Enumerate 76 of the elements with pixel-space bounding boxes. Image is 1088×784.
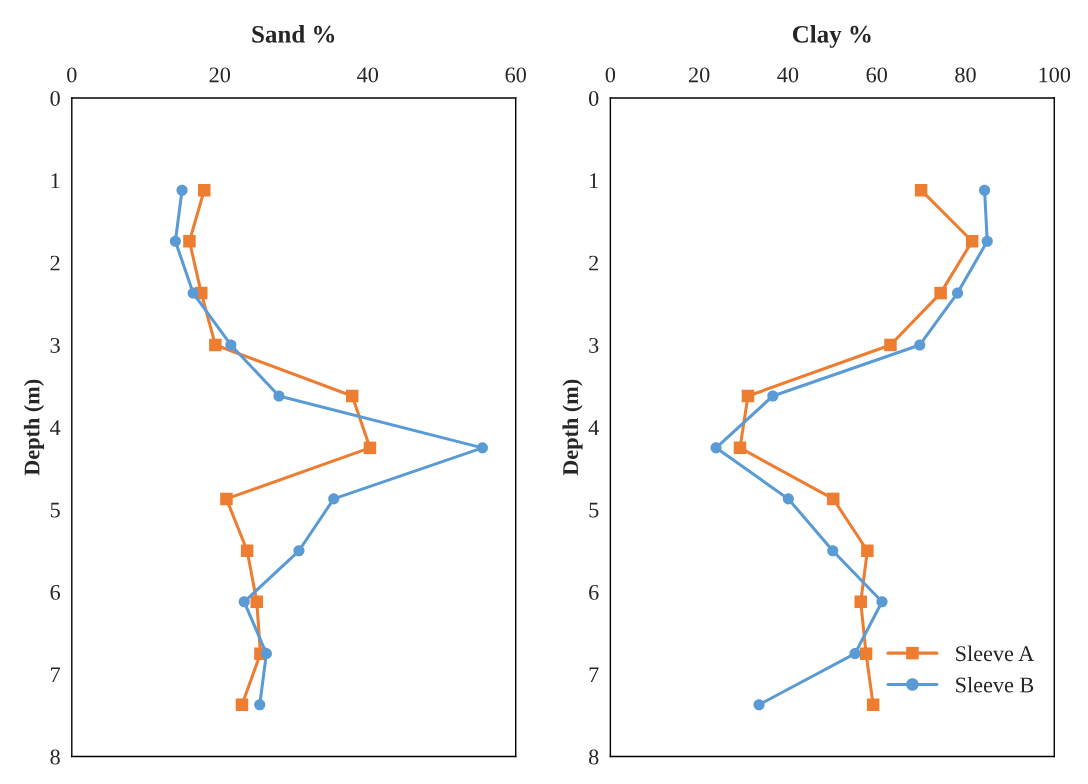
point: [884, 338, 897, 352]
y-tick-label: 3: [50, 337, 60, 353]
point: [187, 287, 199, 299]
y-tick-label: 5: [50, 502, 60, 518]
point: [876, 596, 888, 608]
point: [176, 184, 188, 196]
point: [235, 698, 249, 711]
x-tick-label: 80: [955, 67, 976, 83]
point: [861, 544, 874, 558]
y-tick-label: 2: [50, 255, 60, 271]
point: [240, 544, 254, 558]
point: [914, 183, 928, 197]
point: [273, 390, 285, 402]
y-tick-label: 6: [50, 584, 61, 600]
y-tick-label: 2: [589, 255, 599, 271]
point: [741, 389, 755, 403]
y-tick-label: 4: [588, 420, 599, 435]
y-tick-label: 0: [50, 90, 60, 106]
point: [328, 493, 340, 505]
point: [197, 183, 211, 197]
y-tick-label: 4: [50, 420, 61, 435]
point: [782, 493, 794, 505]
y-tick-label: 3: [589, 337, 599, 353]
point: [733, 441, 747, 455]
legend-label: Sleeve B: [956, 676, 1034, 693]
point: [753, 699, 765, 711]
point: [363, 441, 377, 455]
point: [934, 286, 947, 300]
point: [293, 545, 305, 557]
point: [965, 234, 979, 248]
x-tick-label: 40: [357, 67, 379, 83]
point: [225, 339, 237, 351]
point: [345, 389, 359, 403]
point: [951, 287, 964, 299]
y-tick-label: 8: [50, 749, 60, 765]
y-axis-title: Depth (m): [562, 379, 583, 476]
x-tick-label: 20: [689, 67, 710, 83]
y-tick-label: 5: [589, 502, 599, 518]
x-tick-label: 60: [505, 67, 526, 83]
point: [710, 442, 722, 454]
y-tick-label: 7: [51, 667, 61, 682]
point: [767, 390, 779, 402]
point: [866, 698, 880, 711]
point: [827, 545, 839, 557]
y-tick-label: 7: [589, 667, 599, 682]
x-tick-label: 0: [605, 67, 616, 83]
point: [250, 595, 264, 609]
point: [859, 647, 873, 660]
point: [914, 339, 926, 351]
y-tick-label: 1: [51, 173, 60, 189]
point: [476, 442, 488, 454]
x-tick-label: 100: [1039, 67, 1071, 83]
y-tick-label: 6: [589, 584, 599, 600]
chart-title: Clay %: [792, 25, 871, 48]
legend-label: Sleeve A: [956, 645, 1035, 662]
x-tick-label: 40: [777, 67, 799, 83]
chart-title: Sand %: [252, 25, 335, 43]
x-tick-label: 20: [209, 67, 231, 83]
point: [854, 595, 867, 609]
point: [826, 492, 840, 506]
y-tick-label: 8: [588, 749, 599, 765]
point: [209, 338, 222, 352]
x-tick-label: 60: [866, 67, 887, 83]
y-tick-label: 1: [590, 173, 598, 189]
y-tick-label: 0: [588, 90, 599, 106]
point: [183, 234, 196, 248]
point: [238, 596, 250, 608]
point: [981, 235, 993, 247]
x-tick-label: 0: [67, 67, 77, 83]
y-axis-title: Depth (m): [23, 379, 45, 476]
point: [220, 492, 233, 506]
point: [979, 184, 991, 196]
point: [169, 235, 181, 247]
point: [260, 648, 272, 660]
point: [254, 699, 266, 711]
point: [849, 648, 861, 660]
